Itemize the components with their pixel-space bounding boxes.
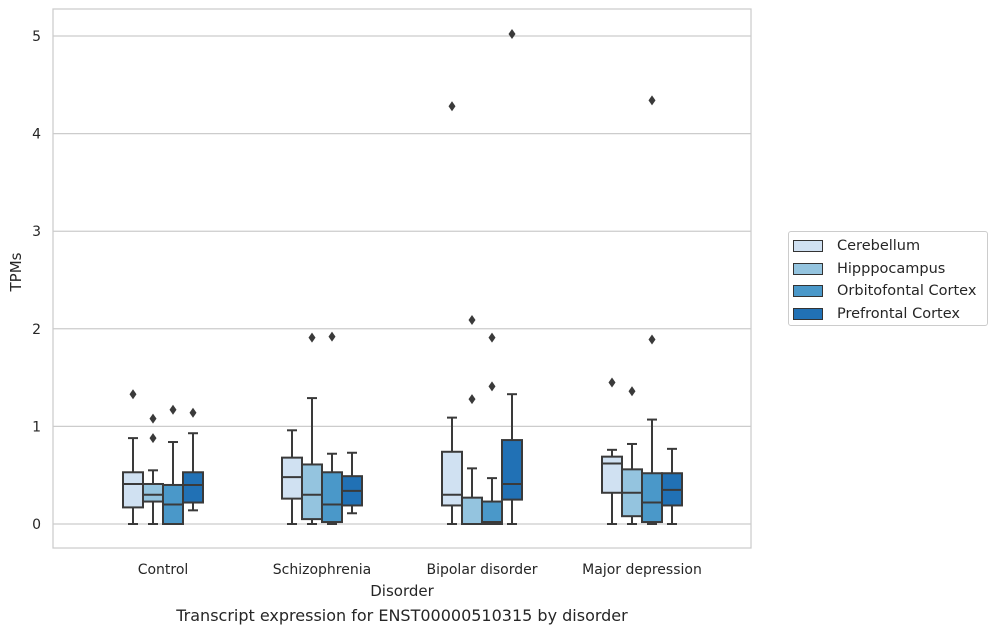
outlier-point	[648, 95, 656, 106]
y-tick-label: 3	[32, 224, 41, 240]
box-iqr	[601, 455, 623, 494]
box-iqr	[182, 471, 204, 504]
y-tick-label: 2	[32, 322, 41, 338]
box-iqr	[461, 496, 483, 526]
legend-swatch	[793, 307, 823, 320]
x-tick-label: Schizophrenia	[273, 562, 371, 578]
outlier-point	[468, 315, 476, 326]
outlier-point	[189, 407, 197, 418]
box-prefrontal-cortex	[661, 447, 683, 525]
box-iqr	[122, 471, 144, 509]
outlier-point	[488, 381, 496, 392]
box-hipppocampus	[621, 386, 643, 525]
outlier-point	[328, 331, 336, 342]
box-orbitofontal-cortex	[162, 404, 184, 525]
box-iqr	[321, 471, 343, 524]
x-tick-label: Bipolar disorder	[426, 562, 537, 578]
box-iqr	[641, 472, 663, 524]
box-hipppocampus	[301, 332, 323, 525]
y-tick-label: 4	[32, 127, 41, 143]
box-hipppocampus	[142, 413, 164, 525]
box-orbitofontal-cortex	[321, 331, 343, 525]
box-iqr	[481, 500, 503, 526]
x-axis-label: Disorder	[370, 582, 434, 600]
outlier-point	[648, 334, 656, 345]
legend-swatch	[793, 240, 823, 252]
box-prefrontal-cortex	[341, 451, 363, 515]
legend-item: Cerebellum	[793, 236, 920, 256]
box-iqr	[142, 482, 164, 503]
outlier-point	[448, 101, 456, 112]
box-prefrontal-cortex	[501, 29, 523, 525]
chart-caption: Transcript expression for ENST0000051031…	[176, 606, 628, 625]
box-orbitofontal-cortex	[481, 332, 503, 526]
box-prefrontal-cortex	[182, 407, 204, 512]
box-iqr	[301, 463, 323, 521]
boxes	[122, 29, 683, 526]
x-tick-labels: Control Schizophrenia Bipolar disorder Majo…	[138, 562, 702, 578]
legend-item: Hipppocampus	[793, 259, 945, 279]
outlier-point	[129, 389, 137, 400]
outlier-point	[488, 332, 496, 343]
legend-label: Orbitofontal Cortex	[837, 283, 977, 299]
legend-label: Hipppocampus	[837, 260, 946, 277]
x-tick-label: Control	[138, 562, 189, 578]
legend-label: Cerebellum	[837, 238, 921, 254]
legend: Cerebellum Hipppocampus Orbitofontal Corte…	[788, 231, 988, 326]
outlier-point	[608, 377, 616, 388]
y-tick-label: 1	[32, 419, 41, 435]
outlier-point	[169, 404, 177, 415]
y-axis-label: TPMs	[7, 252, 25, 292]
box-hipppocampus	[461, 315, 483, 526]
outlier-point	[149, 433, 157, 444]
outlier-point	[468, 394, 476, 405]
legend-swatch	[793, 285, 823, 297]
y-tick-label: 5	[32, 29, 41, 45]
legend-label: Prefrontal Cortex	[837, 305, 960, 322]
x-tick-label: Major depression	[582, 562, 702, 578]
legend-item: Prefrontal Cortex	[793, 304, 960, 324]
outlier-point	[308, 332, 316, 343]
y-tick-label: 0	[32, 517, 41, 533]
box-cerebellum	[601, 377, 623, 525]
outlier-point	[508, 29, 516, 40]
outlier-point	[149, 413, 157, 424]
gridlines	[53, 35, 751, 525]
outlier-point	[628, 386, 636, 397]
legend-item: Orbitofontal Cortex	[793, 281, 976, 301]
box-cerebellum	[122, 389, 144, 525]
plot-area-frame	[52, 8, 752, 549]
box-cerebellum	[441, 101, 463, 525]
box-iqr	[441, 450, 463, 507]
legend-swatch	[793, 262, 823, 275]
box-iqr	[501, 439, 523, 501]
box-cerebellum	[281, 429, 303, 525]
box-orbitofontal-cortex	[641, 95, 663, 525]
y-tick-labels: 0 1 2 3 4 5	[32, 29, 41, 533]
